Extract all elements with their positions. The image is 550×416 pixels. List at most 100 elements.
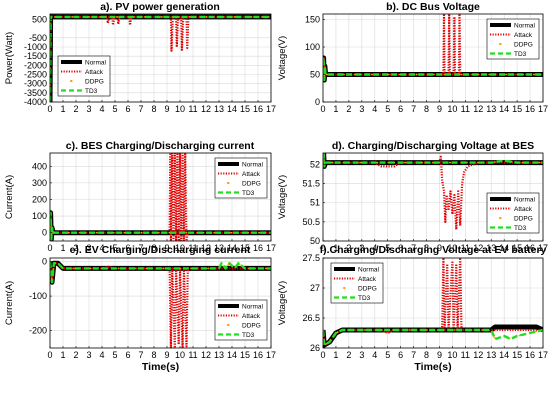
x-tick-label: 0 bbox=[320, 243, 325, 253]
x-tick-label: 8 bbox=[424, 104, 429, 114]
x-tick-label: 12 bbox=[201, 243, 211, 253]
x-tick-label: 6 bbox=[125, 243, 130, 253]
x-tick-label: 8 bbox=[151, 350, 156, 360]
y-tick-label: -4000 bbox=[24, 97, 47, 107]
series-line-attack bbox=[323, 153, 543, 231]
x-tick-label: 7 bbox=[138, 243, 143, 253]
y-tick-label: 51.5 bbox=[302, 179, 320, 189]
chart-title: d). Charging/Discharging Voltage at BES bbox=[332, 140, 534, 152]
x-tick-label: 9 bbox=[437, 350, 442, 360]
chart-panel-4: 0 1 2 3 4 5 6 7 8 9 10 11 12 13 14 15 16 175050.55151.552… bbox=[277, 140, 548, 253]
x-tick-label: 6 bbox=[125, 350, 130, 360]
x-tick-label: 15 bbox=[240, 104, 250, 114]
chart-title: a). PV power generation bbox=[100, 1, 220, 13]
series-line-normal bbox=[323, 55, 543, 83]
y-tick-label: 50.5 bbox=[302, 217, 320, 227]
x-tick-label: 1 bbox=[333, 350, 338, 360]
x-tick-label: 16 bbox=[525, 104, 535, 114]
x-tick-label: 17 bbox=[266, 243, 276, 253]
x-tick-label: 4 bbox=[99, 350, 104, 360]
x-tick-label: 14 bbox=[227, 350, 237, 360]
x-tick-label: 6 bbox=[125, 104, 130, 114]
x-tick-label: 2 bbox=[346, 104, 351, 114]
y-tick-label: 300 bbox=[32, 178, 47, 188]
series-line-normal bbox=[50, 210, 271, 241]
x-tick-label: 3 bbox=[359, 104, 364, 114]
legend-label-td3: TD3 bbox=[514, 225, 527, 232]
y-tick-label: 100 bbox=[32, 211, 47, 221]
x-tick-label: 0 bbox=[47, 350, 52, 360]
x-tick-label: 2 bbox=[73, 104, 78, 114]
legend-label-attack: Attack bbox=[242, 313, 261, 320]
legend-label-attack: Attack bbox=[242, 171, 261, 178]
plot-area bbox=[49, 13, 272, 103]
series-line-td3 bbox=[50, 211, 271, 241]
legend-label-ddpg: DDPG bbox=[242, 322, 261, 329]
y-tick-label: 26 bbox=[310, 343, 320, 353]
plot-area bbox=[49, 152, 272, 242]
y-axis-label: Voltage(V) bbox=[277, 175, 288, 219]
y-tick-label: 500 bbox=[32, 15, 47, 25]
chart-title: b). DC Bus Voltage bbox=[386, 1, 480, 13]
x-tick-label: 10 bbox=[447, 104, 457, 114]
x-tick-label: 11 bbox=[188, 350, 197, 360]
x-tick-label: 1 bbox=[60, 350, 65, 360]
x-tick-label: 6 bbox=[398, 104, 403, 114]
y-tick-label: 150 bbox=[305, 15, 320, 25]
x-tick-label: 0 bbox=[320, 104, 325, 114]
x-tick-label: 13 bbox=[486, 243, 496, 253]
y-tick-label: 27 bbox=[310, 283, 320, 293]
x-tick-label: 1 bbox=[60, 104, 65, 114]
x-tick-label: 7 bbox=[411, 243, 416, 253]
x-axis-label: Time(s) bbox=[414, 361, 451, 373]
x-tick-label: 11 bbox=[461, 350, 470, 360]
legend-label-td3: TD3 bbox=[514, 51, 527, 58]
y-tick-label: -500 bbox=[29, 33, 47, 43]
legend-label-ddpg: DDPG bbox=[514, 41, 533, 48]
y-tick-label: -100 bbox=[29, 291, 47, 301]
legend-label-td3: TD3 bbox=[358, 295, 371, 302]
x-tick-label: 10 bbox=[175, 350, 185, 360]
y-axis-label: Current(A) bbox=[4, 281, 15, 325]
x-tick-label: 10 bbox=[175, 243, 185, 253]
legend: Normal Attack DDPG TD3 bbox=[330, 262, 384, 304]
legend-label-ddpg: DDPG bbox=[514, 215, 533, 222]
legend-label-attack: Attack bbox=[514, 32, 533, 39]
legend: Normal Attack DDPG TD3 bbox=[214, 299, 268, 341]
x-tick-label: 4 bbox=[372, 350, 377, 360]
x-tick-label: 12 bbox=[201, 350, 211, 360]
x-tick-label: 12 bbox=[473, 104, 483, 114]
y-tick-label: 50 bbox=[310, 236, 320, 246]
x-tick-label: 6 bbox=[398, 350, 403, 360]
y-tick-label: -2000 bbox=[24, 60, 47, 70]
x-tick-label: 11 bbox=[461, 243, 470, 253]
y-axis-label: Power(Watt) bbox=[4, 32, 15, 84]
x-tick-label: 4 bbox=[99, 104, 104, 114]
y-tick-label: 100 bbox=[305, 42, 320, 52]
x-tick-label: 15 bbox=[512, 350, 522, 360]
y-tick-label: 52 bbox=[310, 159, 320, 169]
x-tick-label: 5 bbox=[385, 104, 390, 114]
x-tick-label: 13 bbox=[214, 243, 224, 253]
x-tick-label: 11 bbox=[188, 243, 197, 253]
y-tick-label: 27.5 bbox=[302, 253, 320, 263]
x-tick-label: 1 bbox=[333, 243, 338, 253]
series-line-td3 bbox=[50, 261, 271, 284]
x-tick-label: 9 bbox=[437, 104, 442, 114]
y-tick-label: 0 bbox=[42, 256, 47, 266]
series-line-normal bbox=[323, 153, 543, 169]
x-tick-label: 7 bbox=[411, 350, 416, 360]
x-tick-label: 5 bbox=[385, 243, 390, 253]
series-line-td3 bbox=[323, 328, 543, 347]
chart-panel-6: 0 1 2 3 4 5 6 7 8 9 10 11 12 13 14 15 16 172626.52727.5f)… bbox=[277, 244, 548, 373]
x-tick-label: 17 bbox=[538, 243, 548, 253]
x-tick-label: 3 bbox=[359, 350, 364, 360]
x-tick-label: 1 bbox=[60, 243, 65, 253]
x-tick-label: 14 bbox=[227, 243, 237, 253]
x-tick-label: 3 bbox=[359, 243, 364, 253]
x-tick-label: 17 bbox=[266, 104, 276, 114]
x-tick-label: 0 bbox=[320, 350, 325, 360]
series-group bbox=[323, 258, 543, 348]
x-tick-label: 10 bbox=[175, 104, 185, 114]
series-line-ddpg bbox=[323, 329, 543, 346]
